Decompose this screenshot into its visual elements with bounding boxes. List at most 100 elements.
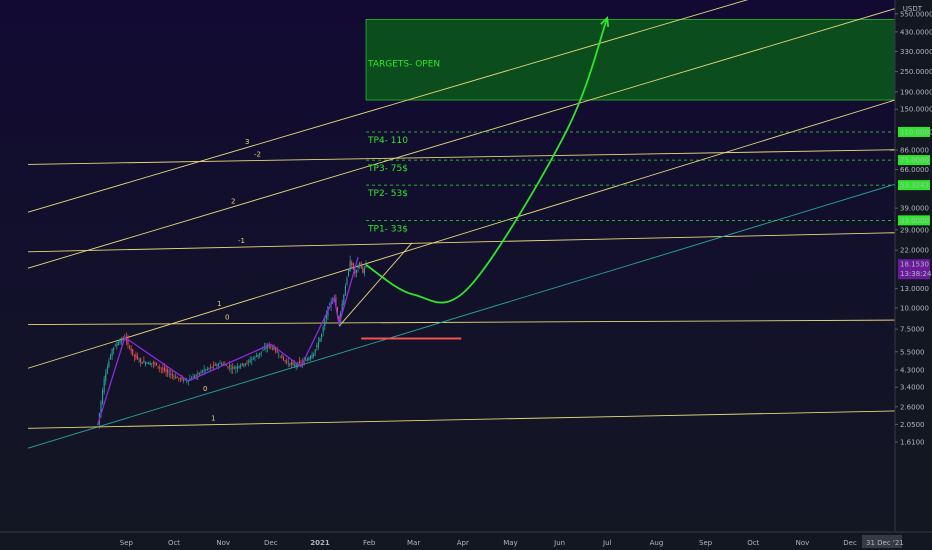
candle-body xyxy=(140,358,142,362)
candle-body xyxy=(195,374,197,376)
y-tick-label: 29.0000 xyxy=(900,226,929,234)
candle-body xyxy=(341,303,343,313)
y-tick-label: 86.0000 xyxy=(900,147,929,155)
candle-body xyxy=(232,366,234,369)
candle-body xyxy=(313,353,315,357)
candle-body xyxy=(303,361,305,363)
candle-body xyxy=(103,379,105,392)
tp-label: TP3- 75$ xyxy=(367,164,408,174)
candle-body xyxy=(109,355,112,360)
candle-body xyxy=(182,379,185,381)
y-tick-label: 66.0000 xyxy=(900,166,929,174)
channel-label: 0 xyxy=(225,314,229,322)
candle-body xyxy=(136,356,139,359)
candle-body xyxy=(271,348,273,350)
candle-body xyxy=(181,377,183,380)
tp-label: TP1- 33$ xyxy=(367,224,408,234)
candle-body xyxy=(325,313,327,319)
x-tick-label: Sep xyxy=(120,539,134,547)
y-tick-label: 150.0000 xyxy=(900,106,932,114)
candle-body xyxy=(157,366,159,368)
candle-body xyxy=(175,377,177,378)
candle-body xyxy=(173,375,175,377)
candle-body xyxy=(290,362,292,365)
y-tick-label: 22.0000 xyxy=(900,247,929,255)
candle-body xyxy=(208,367,210,369)
candle-body xyxy=(141,362,143,364)
candle-body xyxy=(300,362,302,364)
projection-arrowhead xyxy=(600,16,610,28)
candle-body xyxy=(102,390,104,404)
y-tick-label: 4.3000 xyxy=(900,366,925,374)
x-tick-label: Nov xyxy=(216,539,230,547)
candle-body xyxy=(286,360,288,362)
zigzag-line xyxy=(97,256,359,425)
x-tick-label: Dec xyxy=(264,539,278,547)
channel-label: 3 xyxy=(245,138,249,146)
candle-body xyxy=(317,341,319,348)
candle-body xyxy=(163,367,166,371)
x-end-badge xyxy=(862,535,902,548)
y-tick-label: 7.5000 xyxy=(900,326,925,334)
candle-body xyxy=(321,334,323,338)
candle-body xyxy=(149,363,151,365)
channel-label: 2 xyxy=(231,197,235,205)
tp-price-badge xyxy=(898,180,930,191)
candle-body xyxy=(225,365,227,367)
candle-body xyxy=(275,347,277,351)
candle-body xyxy=(209,366,212,368)
x-tick-label: May xyxy=(503,539,517,547)
candle-body xyxy=(243,364,245,367)
candle-body xyxy=(192,376,194,378)
candle-body xyxy=(306,358,308,361)
candle-body xyxy=(270,345,272,348)
candle-body xyxy=(279,356,281,358)
candle-body xyxy=(114,345,116,347)
channel-line xyxy=(27,0,749,213)
candle-body xyxy=(205,369,207,371)
channel-label: 0 xyxy=(203,385,207,393)
candle-body xyxy=(100,401,102,414)
tp-price-badge xyxy=(898,155,930,166)
candle-body xyxy=(246,362,248,363)
y-tick-label: 550.0000 xyxy=(900,10,932,18)
y-tick-label: 1.6100 xyxy=(900,439,925,447)
x-tick-label: Feb xyxy=(363,539,376,547)
candle-body xyxy=(165,369,167,372)
candle-body xyxy=(198,372,200,375)
candle-body xyxy=(129,346,131,348)
candle-body xyxy=(263,348,266,350)
candle-body xyxy=(343,294,345,306)
candle-body xyxy=(105,373,107,382)
plot-area xyxy=(27,0,895,449)
quote-unit-label: USDT xyxy=(903,5,923,13)
projection-curve xyxy=(365,17,609,304)
y-tick-label: 330.0000 xyxy=(900,48,932,56)
y-tick-label: 13.0000 xyxy=(900,285,929,293)
channel-line xyxy=(27,8,895,269)
candle-body xyxy=(135,354,137,358)
candle-body xyxy=(278,354,280,356)
tp-label: TP2- 53$ xyxy=(367,189,408,199)
candle-body xyxy=(130,348,132,352)
candle-body xyxy=(203,369,205,371)
tp-price-label: 75.0000 xyxy=(900,157,929,165)
candle-body xyxy=(138,360,140,362)
current-price-badge xyxy=(898,259,930,280)
candle-body xyxy=(265,347,267,350)
candle-body xyxy=(248,361,250,363)
candle-body xyxy=(194,375,196,378)
candle-body xyxy=(351,262,353,266)
candle-body xyxy=(154,362,156,365)
candle-body xyxy=(113,347,115,350)
candle-body xyxy=(119,340,121,343)
candle-body xyxy=(227,366,229,368)
candle-body xyxy=(255,355,258,358)
candle-body xyxy=(294,364,296,366)
candle-body xyxy=(171,374,173,376)
candle-body xyxy=(363,268,365,274)
candle-body xyxy=(324,320,326,327)
candle-body xyxy=(259,353,261,356)
candle-body xyxy=(146,362,148,364)
